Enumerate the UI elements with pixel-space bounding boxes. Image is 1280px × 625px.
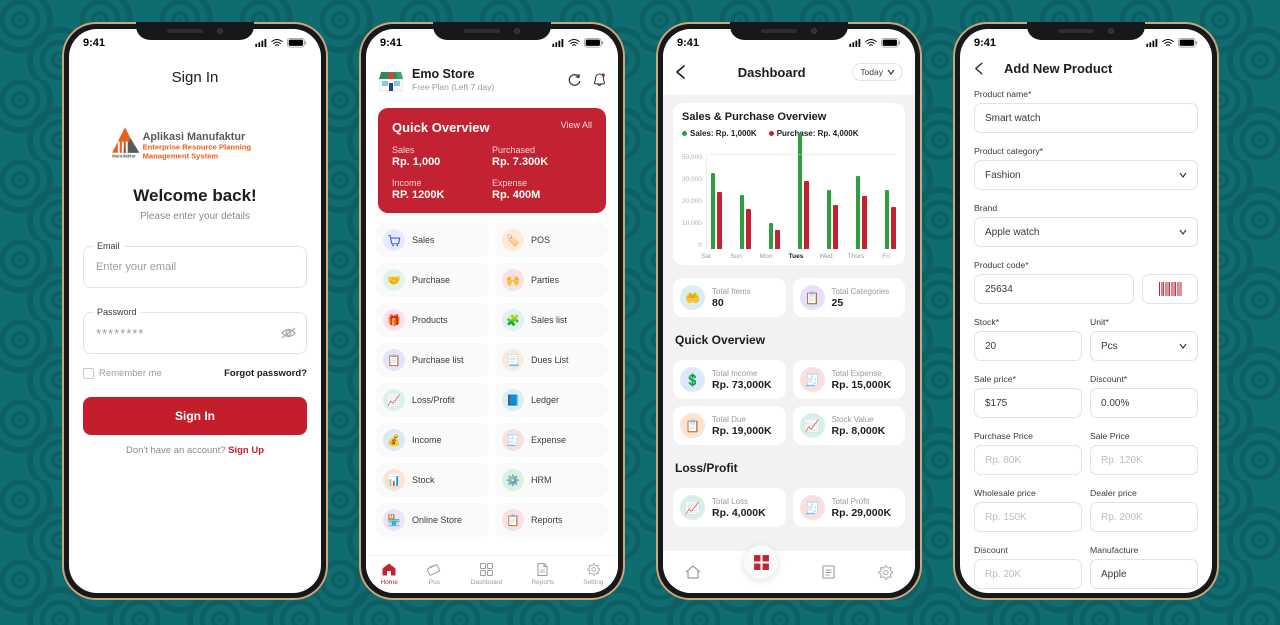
svg-text:Management System: Management System [143,151,219,160]
svg-text:Manufaktur: Manufaktur [112,154,136,159]
svg-text:Aplikasi Manufaktur: Aplikasi Manufaktur [143,131,246,143]
svg-text:Enterprise Resource Planning: Enterprise Resource Planning [143,143,252,152]
